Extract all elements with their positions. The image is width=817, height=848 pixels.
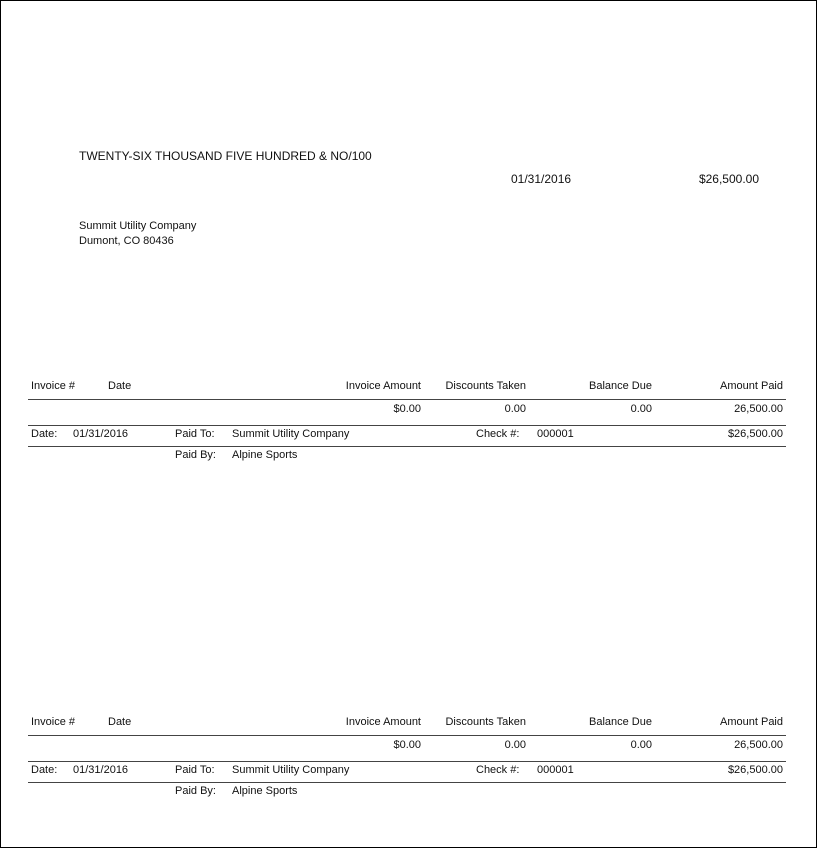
invoice-amount: $0.00 (393, 403, 421, 415)
invoice-amount: $0.00 (393, 739, 421, 751)
header-amount-paid: Amount Paid (720, 380, 783, 392)
check-no: 000001 (537, 428, 574, 440)
header-date: Date (108, 716, 132, 728)
amount-paid: 26,500.00 (734, 739, 783, 751)
header-invoice-amount: Invoice Amount (345, 380, 421, 392)
header-discounts-taken: Discounts Taken (445, 380, 526, 392)
header-invoice-amount: Invoice Amount (345, 716, 421, 728)
header-balance-due: Balance Due (589, 716, 652, 728)
discounts-taken: 0.00 (504, 403, 526, 415)
header-invoice-no: Invoice # (31, 380, 76, 392)
paid-by-label: Paid By: (175, 785, 216, 797)
check-no-label: Check #: (476, 428, 520, 440)
paid-to-label: Paid To: (175, 764, 215, 776)
check-no: 000001 (537, 764, 574, 776)
divider (28, 735, 786, 736)
check-amount: $26,500.00 (698, 172, 759, 186)
stub-total: $26,500.00 (727, 428, 783, 440)
discounts-taken: 0.00 (504, 739, 526, 751)
check-stub-1: Invoice # Date Invoice Amount Discounts … (0, 380, 817, 480)
stub-total: $26,500.00 (727, 764, 783, 776)
header-date: Date (108, 380, 132, 392)
paid-by: Alpine Sports (232, 449, 298, 461)
date-label: Date: (31, 764, 58, 776)
paid-to: Summit Utility Company (232, 428, 350, 440)
header-invoice-no: Invoice # (31, 716, 76, 728)
check-no-label: Check #: (476, 764, 520, 776)
check-stub-2: Invoice # Date Invoice Amount Discounts … (0, 716, 817, 816)
paid-to: Summit Utility Company (232, 764, 350, 776)
divider (28, 446, 786, 447)
payee-address: Dumont, CO 80436 (79, 235, 174, 247)
header-amount-paid: Amount Paid (720, 716, 783, 728)
check-date: 01/31/2016 (511, 172, 572, 186)
stub-date: 01/31/2016 (73, 428, 129, 440)
header-discounts-taken: Discounts Taken (445, 716, 526, 728)
balance-due: 0.00 (630, 403, 652, 415)
divider (28, 782, 786, 783)
date-label: Date: (31, 428, 58, 440)
amount-in-words: TWENTY-SIX THOUSAND FIVE HUNDRED & NO/10… (79, 149, 372, 163)
stub-date: 01/31/2016 (73, 764, 129, 776)
paid-by: Alpine Sports (232, 785, 298, 797)
payee-name: Summit Utility Company (79, 220, 197, 232)
divider (28, 399, 786, 400)
divider (28, 761, 786, 762)
paid-by-label: Paid By: (175, 449, 216, 461)
header-balance-due: Balance Due (589, 380, 652, 392)
balance-due: 0.00 (630, 739, 652, 751)
amount-paid: 26,500.00 (734, 403, 783, 415)
divider (28, 425, 786, 426)
paid-to-label: Paid To: (175, 428, 215, 440)
